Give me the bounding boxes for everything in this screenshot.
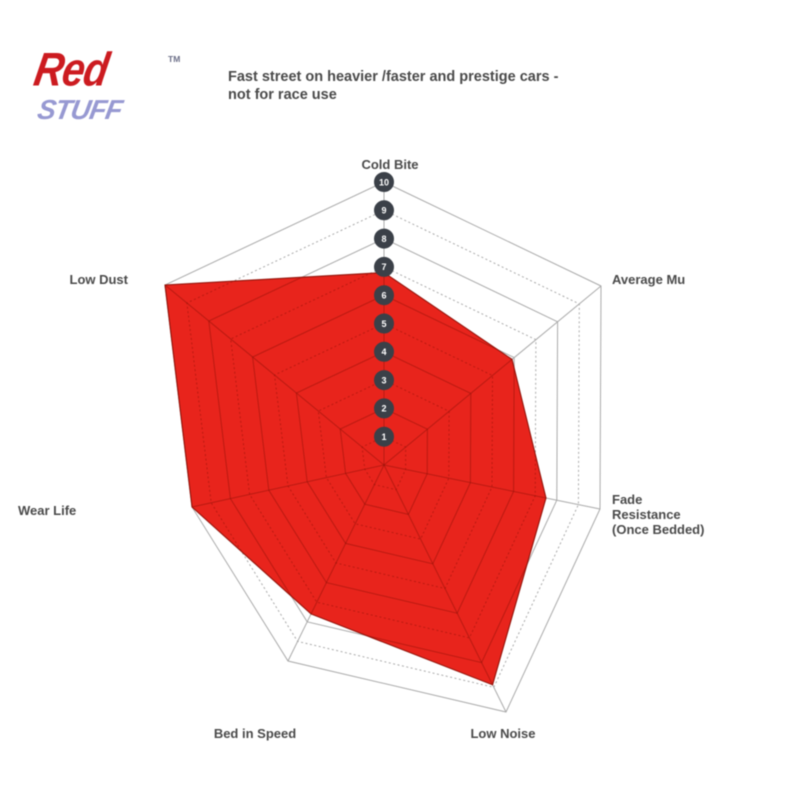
- svg-text:5: 5: [381, 319, 386, 329]
- svg-text:3: 3: [381, 375, 386, 385]
- svg-text:9: 9: [381, 206, 386, 216]
- svg-text:6: 6: [381, 291, 386, 301]
- svg-text:8: 8: [381, 234, 386, 244]
- svg-text:7: 7: [381, 262, 386, 272]
- svg-text:10: 10: [379, 177, 389, 187]
- svg-text:4: 4: [381, 347, 386, 357]
- svg-text:1: 1: [381, 432, 386, 442]
- svg-text:2: 2: [381, 404, 386, 414]
